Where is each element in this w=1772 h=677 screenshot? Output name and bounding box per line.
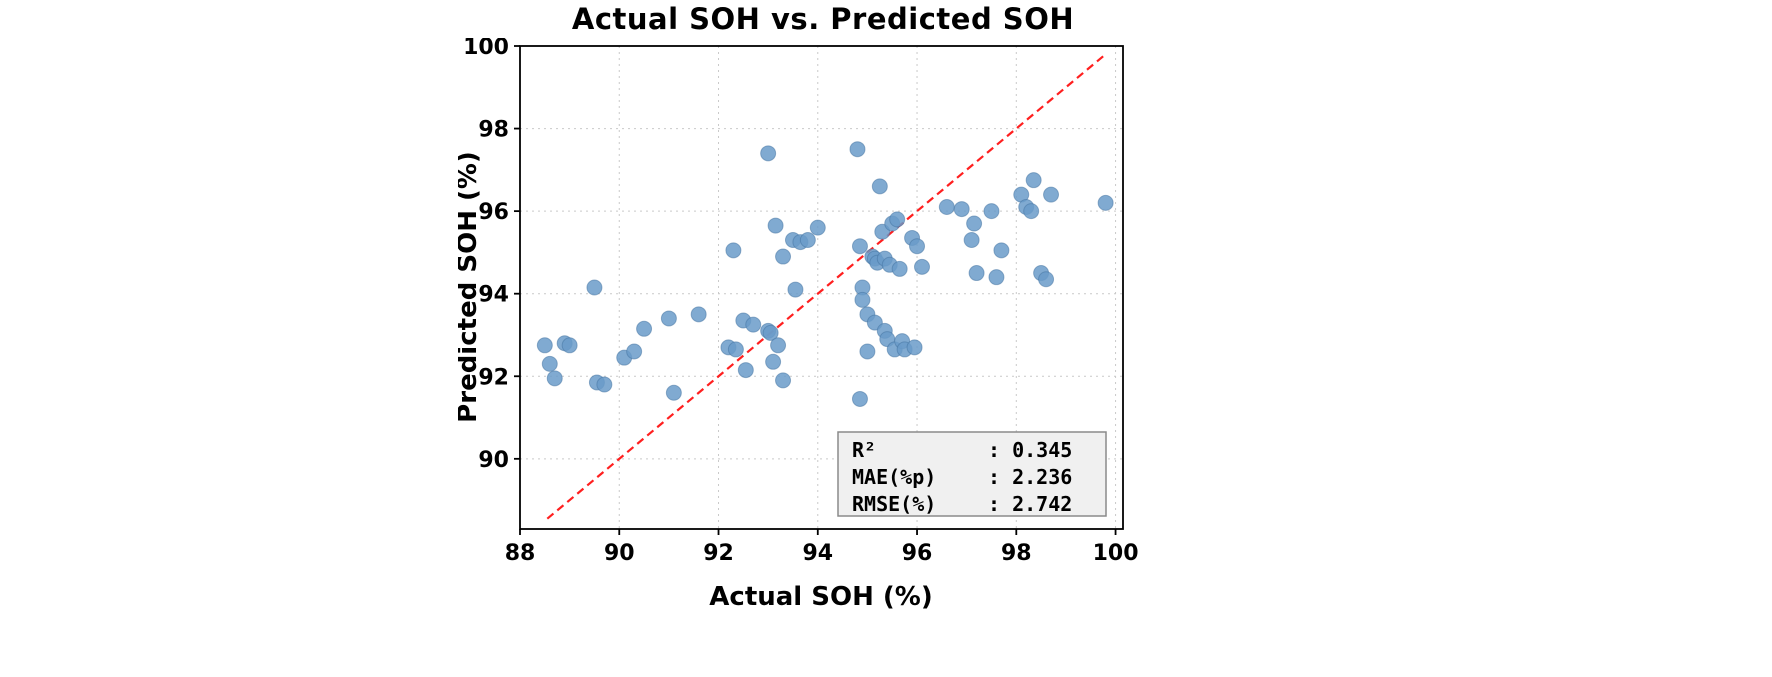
scatter-point <box>546 370 563 387</box>
y-tick-label: 92 <box>478 365 509 390</box>
y-tick-label: 100 <box>463 38 509 60</box>
x-tick-label: 96 <box>902 541 933 566</box>
stats-label: R² <box>852 438 876 462</box>
stats-value: : 2.742 <box>988 492 1072 516</box>
scatter-point <box>1025 172 1042 189</box>
scatter-point <box>968 265 985 282</box>
scatter-point <box>854 291 871 308</box>
y-axis-label: Predicted SOH (%) <box>458 151 483 423</box>
x-tick-label: 98 <box>1001 541 1032 566</box>
scatter-point <box>636 320 653 337</box>
x-tick-label: 100 <box>1093 541 1139 566</box>
scatter-point <box>660 310 677 327</box>
stats-label: RMSE(%) <box>852 492 936 516</box>
scatter-point <box>690 306 707 323</box>
stats-label: MAE(%p) <box>852 465 936 489</box>
scatter-point <box>626 343 643 360</box>
scatter-point <box>1097 194 1114 211</box>
y-tick-label: 94 <box>478 283 509 308</box>
scatter-point <box>541 355 558 372</box>
y-tick-label: 98 <box>478 118 509 143</box>
scatter-point <box>1023 203 1040 220</box>
y-tick-label: 96 <box>478 200 509 225</box>
scatter-point <box>859 343 876 360</box>
scatter-point <box>851 238 868 255</box>
scatter-point <box>953 201 970 218</box>
scatter-point <box>799 232 816 249</box>
x-tick-label: 88 <box>505 541 536 566</box>
scatter-point <box>1038 271 1055 288</box>
scatter-point <box>871 178 888 195</box>
scatter-point <box>725 242 742 259</box>
scatter-point <box>938 199 955 215</box>
scatter-point <box>963 232 980 249</box>
scatter-point <box>993 242 1010 259</box>
scatter-point <box>914 258 930 275</box>
x-tick-label: 92 <box>703 541 734 566</box>
scatter-point <box>596 376 613 393</box>
scatter-point <box>762 324 779 341</box>
scatter-point <box>849 141 866 158</box>
scatter-point <box>983 203 1000 220</box>
scatter-point <box>727 341 744 358</box>
scatter-point <box>809 219 826 236</box>
scatter-point <box>775 248 792 265</box>
scatter-point <box>760 145 777 162</box>
stats-value: : 0.345 <box>988 438 1072 462</box>
x-axis-label: Actual SOH (%) <box>709 582 932 612</box>
scatter-point <box>966 215 983 232</box>
soh-chart-figure: Actual SOH vs. Predicted SOH R² : 0.345 MA… <box>453 0 1188 660</box>
scatter-point <box>851 390 868 407</box>
x-tick-label: 94 <box>802 541 833 566</box>
scatter-point <box>536 337 553 354</box>
scatter-point <box>770 337 787 354</box>
scatter-plot: R² : 0.345 MAE(%p) : 2.236 RMSE(%) : 2.742 88 9… <box>453 35 1139 612</box>
scatter-point <box>745 316 762 333</box>
scatter-point <box>586 279 603 296</box>
scatter-point <box>737 362 754 379</box>
scatter-point <box>767 217 784 234</box>
scatter-point <box>1043 186 1060 203</box>
scatter-point <box>765 353 782 370</box>
scatter-point <box>909 238 926 255</box>
plot-frame <box>519 45 1124 530</box>
scatter-point <box>561 337 578 354</box>
y-tick-label: 90 <box>478 448 509 473</box>
chart-title: Actual SOH vs. Predicted SOH <box>458 2 1188 38</box>
scatter-point <box>889 211 906 228</box>
scatter-point <box>891 260 908 277</box>
scatter-point <box>665 384 682 401</box>
scatter-point <box>787 281 804 298</box>
x-tick-label: 90 <box>604 541 635 566</box>
identity-line <box>546 53 1107 520</box>
stats-box <box>837 431 1107 517</box>
chart-title-text: Actual SOH vs. Predicted SOH <box>571 2 1075 36</box>
scatter-point <box>906 339 923 356</box>
scatter-point <box>775 372 792 389</box>
stats-value: : 2.236 <box>988 465 1072 489</box>
scatter-point <box>988 269 1005 286</box>
